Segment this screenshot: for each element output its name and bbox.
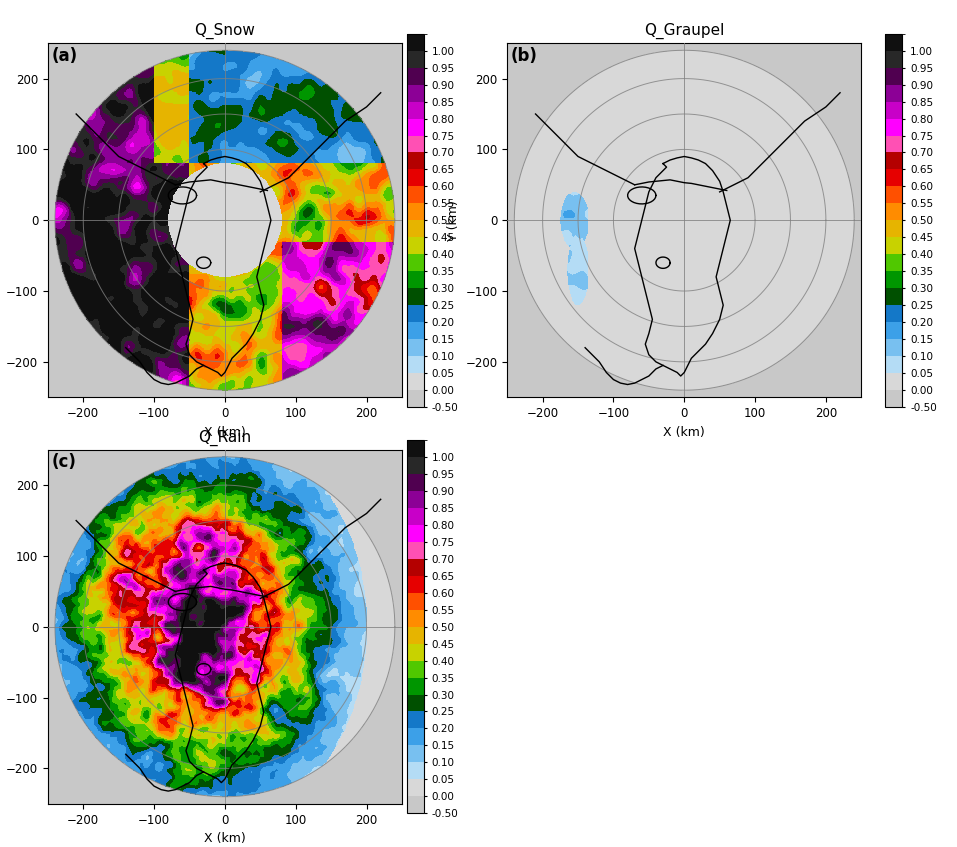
Y-axis label: Y (km): Y (km) — [447, 200, 459, 241]
Text: (a): (a) — [52, 47, 78, 64]
Title: Q_Snow: Q_Snow — [194, 23, 256, 39]
X-axis label: X (km): X (km) — [663, 425, 705, 439]
X-axis label: X (km): X (km) — [204, 425, 246, 439]
Title: Q_Graupel: Q_Graupel — [644, 23, 724, 39]
Text: (b): (b) — [511, 47, 538, 64]
Text: (c): (c) — [52, 453, 77, 471]
Title: Q_Rain: Q_Rain — [198, 429, 252, 446]
X-axis label: X (km): X (km) — [204, 832, 246, 845]
